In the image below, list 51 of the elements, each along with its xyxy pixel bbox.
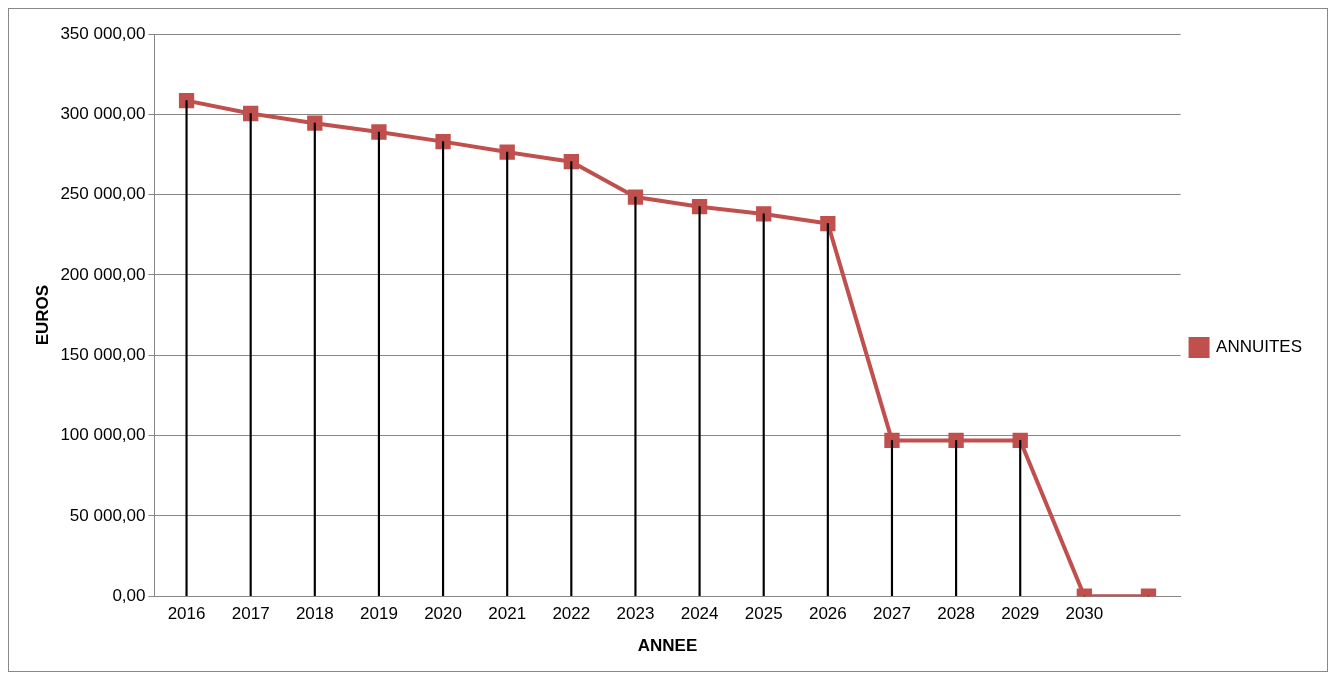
bar bbox=[185, 100, 188, 597]
bar bbox=[890, 440, 894, 597]
x-tick-label: 2021 bbox=[488, 604, 527, 624]
bar bbox=[570, 161, 573, 597]
x-tick-label: 2016 bbox=[167, 604, 206, 624]
y-axis-title: EUROS bbox=[32, 284, 52, 346]
bar bbox=[249, 113, 252, 597]
y-tick-label: 250 000,00 bbox=[60, 184, 146, 204]
bar bbox=[955, 440, 958, 597]
bar bbox=[441, 141, 445, 597]
point bbox=[243, 105, 259, 122]
point bbox=[884, 432, 900, 449]
point bbox=[435, 133, 451, 150]
x-tick-label: 2024 bbox=[680, 604, 719, 624]
point bbox=[1012, 432, 1028, 449]
point bbox=[499, 144, 515, 160]
x-tick-label: 2026 bbox=[808, 604, 847, 624]
bar bbox=[698, 206, 701, 597]
x-tick-label: 2028 bbox=[937, 604, 976, 624]
bar bbox=[506, 151, 509, 597]
x-tick-label: 2025 bbox=[744, 604, 783, 624]
x-tick-label: 2023 bbox=[616, 604, 655, 624]
point bbox=[371, 124, 387, 140]
y-tick-label: 350 000,00 bbox=[60, 23, 146, 43]
point bbox=[820, 215, 836, 232]
bar bbox=[1019, 440, 1022, 597]
x-tick-label: 2019 bbox=[360, 604, 398, 624]
point bbox=[948, 432, 964, 449]
x-tick-label: 2030 bbox=[1065, 604, 1104, 624]
x-tick-label: 2020 bbox=[424, 604, 462, 624]
point bbox=[756, 206, 772, 222]
y-tick-label: 150 000,00 bbox=[60, 344, 146, 364]
bar bbox=[762, 213, 765, 597]
y-tick-label: 100 000,00 bbox=[60, 425, 146, 445]
point bbox=[563, 154, 579, 170]
x-tick-label: 2027 bbox=[873, 604, 911, 624]
bar bbox=[634, 196, 637, 597]
bar bbox=[377, 131, 381, 597]
x-axis-title: ANNEE bbox=[637, 636, 698, 656]
bar bbox=[826, 223, 829, 597]
point bbox=[307, 115, 323, 131]
x-tick-label: 2017 bbox=[231, 604, 270, 624]
legend-label: ANNUITES bbox=[1216, 337, 1303, 357]
bar bbox=[313, 122, 316, 597]
x-tick-label: 2022 bbox=[552, 604, 591, 624]
y-tick-label: 200 000,00 bbox=[60, 264, 146, 284]
x-tick-label: 2029 bbox=[1001, 604, 1040, 624]
x-tick-label: 2018 bbox=[295, 604, 334, 624]
y-tick-label: 0,00 bbox=[112, 585, 146, 605]
y-tick-label: 300 000,00 bbox=[60, 104, 146, 123]
y-tick-label: 50 000,00 bbox=[69, 505, 146, 525]
